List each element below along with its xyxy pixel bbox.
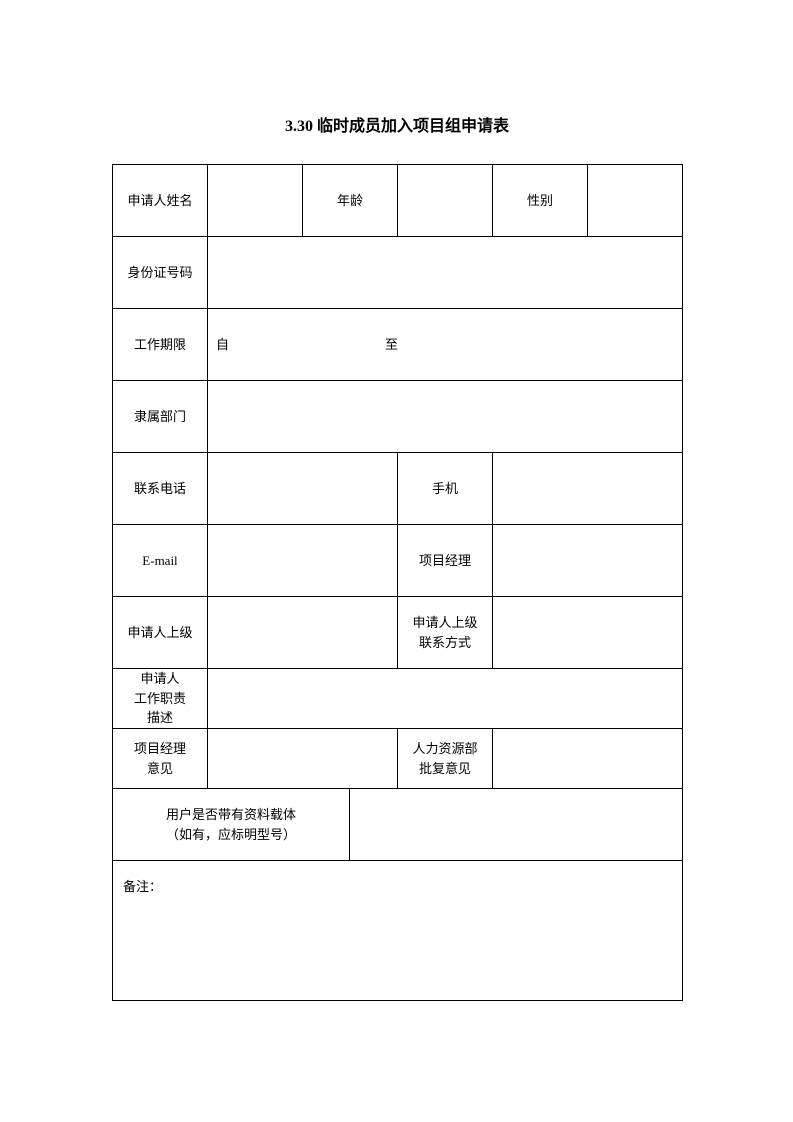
value-department[interactable] xyxy=(208,381,683,453)
label-work-period: 工作期限 xyxy=(113,309,208,381)
value-work-period[interactable]: 自 至 xyxy=(208,309,683,381)
value-mobile[interactable] xyxy=(493,453,683,525)
label-period-from: 自 xyxy=(216,335,229,355)
label-supervisor-contact-line1: 申请人上级 xyxy=(413,615,478,630)
value-hr-opinion[interactable] xyxy=(493,729,683,789)
value-job-desc[interactable] xyxy=(208,669,683,729)
remarks-cell[interactable]: 备注： xyxy=(113,861,683,1001)
label-supervisor-contact-line2: 联系方式 xyxy=(419,635,471,650)
label-remarks: 备注： xyxy=(123,879,162,894)
label-period-to: 至 xyxy=(385,335,398,355)
value-gender[interactable] xyxy=(588,165,683,237)
value-pm-opinion[interactable] xyxy=(208,729,398,789)
label-age: 年龄 xyxy=(303,165,398,237)
label-job-desc-line2: 工作职责 xyxy=(134,691,186,706)
value-applicant-name[interactable] xyxy=(208,165,303,237)
value-carrier[interactable] xyxy=(350,789,683,861)
label-supervisor-contact: 申请人上级 联系方式 xyxy=(398,597,493,669)
label-applicant-supervisor: 申请人上级 xyxy=(113,597,208,669)
label-pm-opinion: 项目经理 意见 xyxy=(113,729,208,789)
label-phone: 联系电话 xyxy=(113,453,208,525)
label-carrier: 用户是否带有资料载体 （如有，应标明型号） xyxy=(113,789,350,861)
value-email[interactable] xyxy=(208,525,398,597)
label-hr-opinion: 人力资源部 批复意见 xyxy=(398,729,493,789)
application-form-table: 申请人姓名 年龄 性别 身份证号码 工作期限 自 至 隶属部门 xyxy=(112,164,683,1001)
label-job-desc-line3: 描述 xyxy=(147,710,173,725)
value-id-number[interactable] xyxy=(208,237,683,309)
label-hr-opinion-line2: 批复意见 xyxy=(419,761,471,776)
label-hr-opinion-line1: 人力资源部 xyxy=(413,741,478,756)
form-title: 3.30 临时成员加入项目组申请表 xyxy=(112,112,682,136)
label-email: E-mail xyxy=(113,525,208,597)
label-pm-opinion-line1: 项目经理 xyxy=(134,741,186,756)
value-project-manager[interactable] xyxy=(493,525,683,597)
label-job-desc: 申请人 工作职责 描述 xyxy=(113,669,208,729)
label-id-number: 身份证号码 xyxy=(113,237,208,309)
label-carrier-line1: 用户是否带有资料载体 xyxy=(166,807,296,822)
value-supervisor-contact[interactable] xyxy=(493,597,683,669)
label-gender: 性别 xyxy=(493,165,588,237)
label-applicant-name: 申请人姓名 xyxy=(113,165,208,237)
label-department: 隶属部门 xyxy=(113,381,208,453)
label-pm-opinion-line2: 意见 xyxy=(147,761,173,776)
value-applicant-supervisor[interactable] xyxy=(208,597,398,669)
label-job-desc-line1: 申请人 xyxy=(140,671,179,686)
label-project-manager: 项目经理 xyxy=(398,525,493,597)
value-age[interactable] xyxy=(398,165,493,237)
label-carrier-line2: （如有，应标明型号） xyxy=(166,827,296,842)
value-phone[interactable] xyxy=(208,453,398,525)
label-mobile: 手机 xyxy=(398,453,493,525)
